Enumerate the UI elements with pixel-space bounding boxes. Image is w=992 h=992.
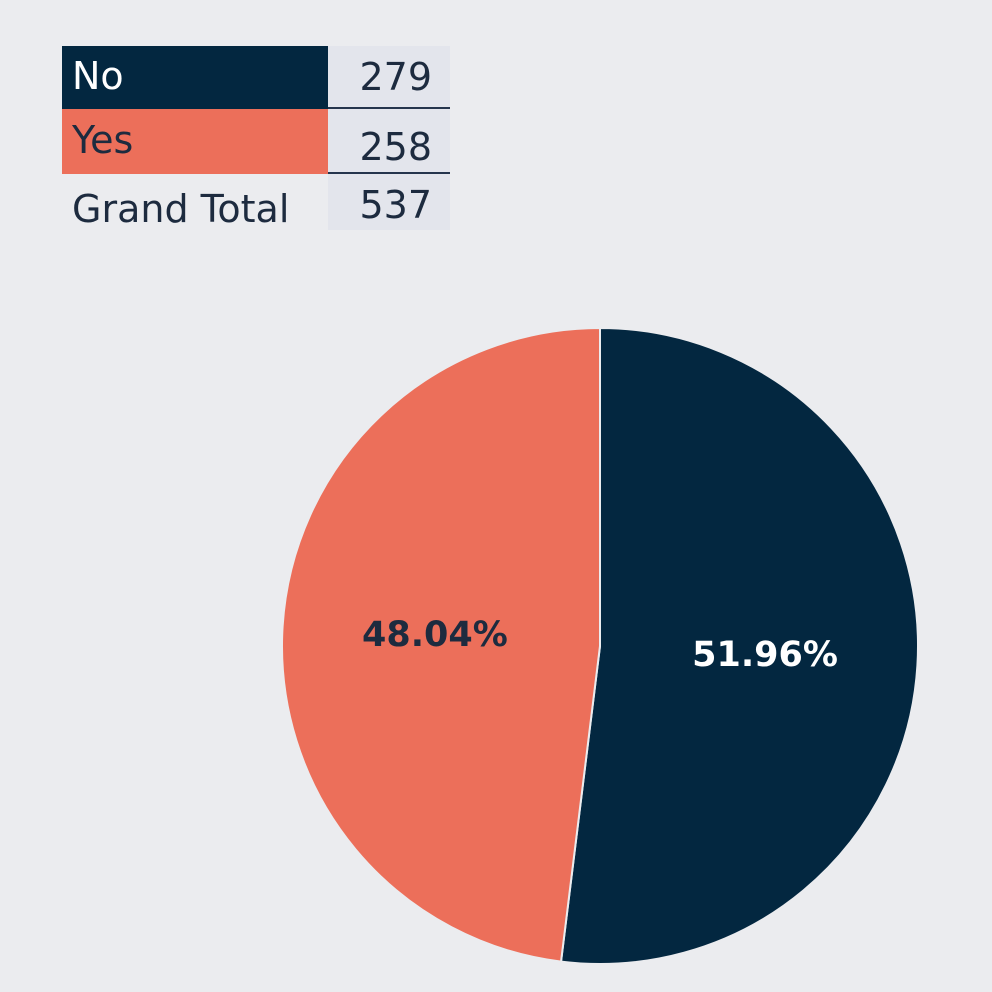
row-value: 279 (328, 46, 450, 109)
row-label: Yes (62, 109, 328, 174)
slice-label-yes: 48.04% (362, 615, 508, 655)
pie-slice-yes (281, 326, 601, 963)
table-row-grand-total: Grand Total 537 (62, 174, 450, 231)
table-row-no: No 279 (62, 46, 450, 109)
summary-table: No 279 Yes 258 Grand Total 537 (62, 46, 450, 231)
table-row-yes: Yes 258 (62, 109, 450, 174)
row-value: 537 (328, 174, 450, 230)
row-label: Grand Total (72, 187, 290, 231)
row-value: 258 (328, 109, 450, 174)
row-label: No (62, 46, 328, 109)
pie-slice-no (559, 326, 919, 965)
slice-label-no: 51.96% (692, 635, 838, 675)
